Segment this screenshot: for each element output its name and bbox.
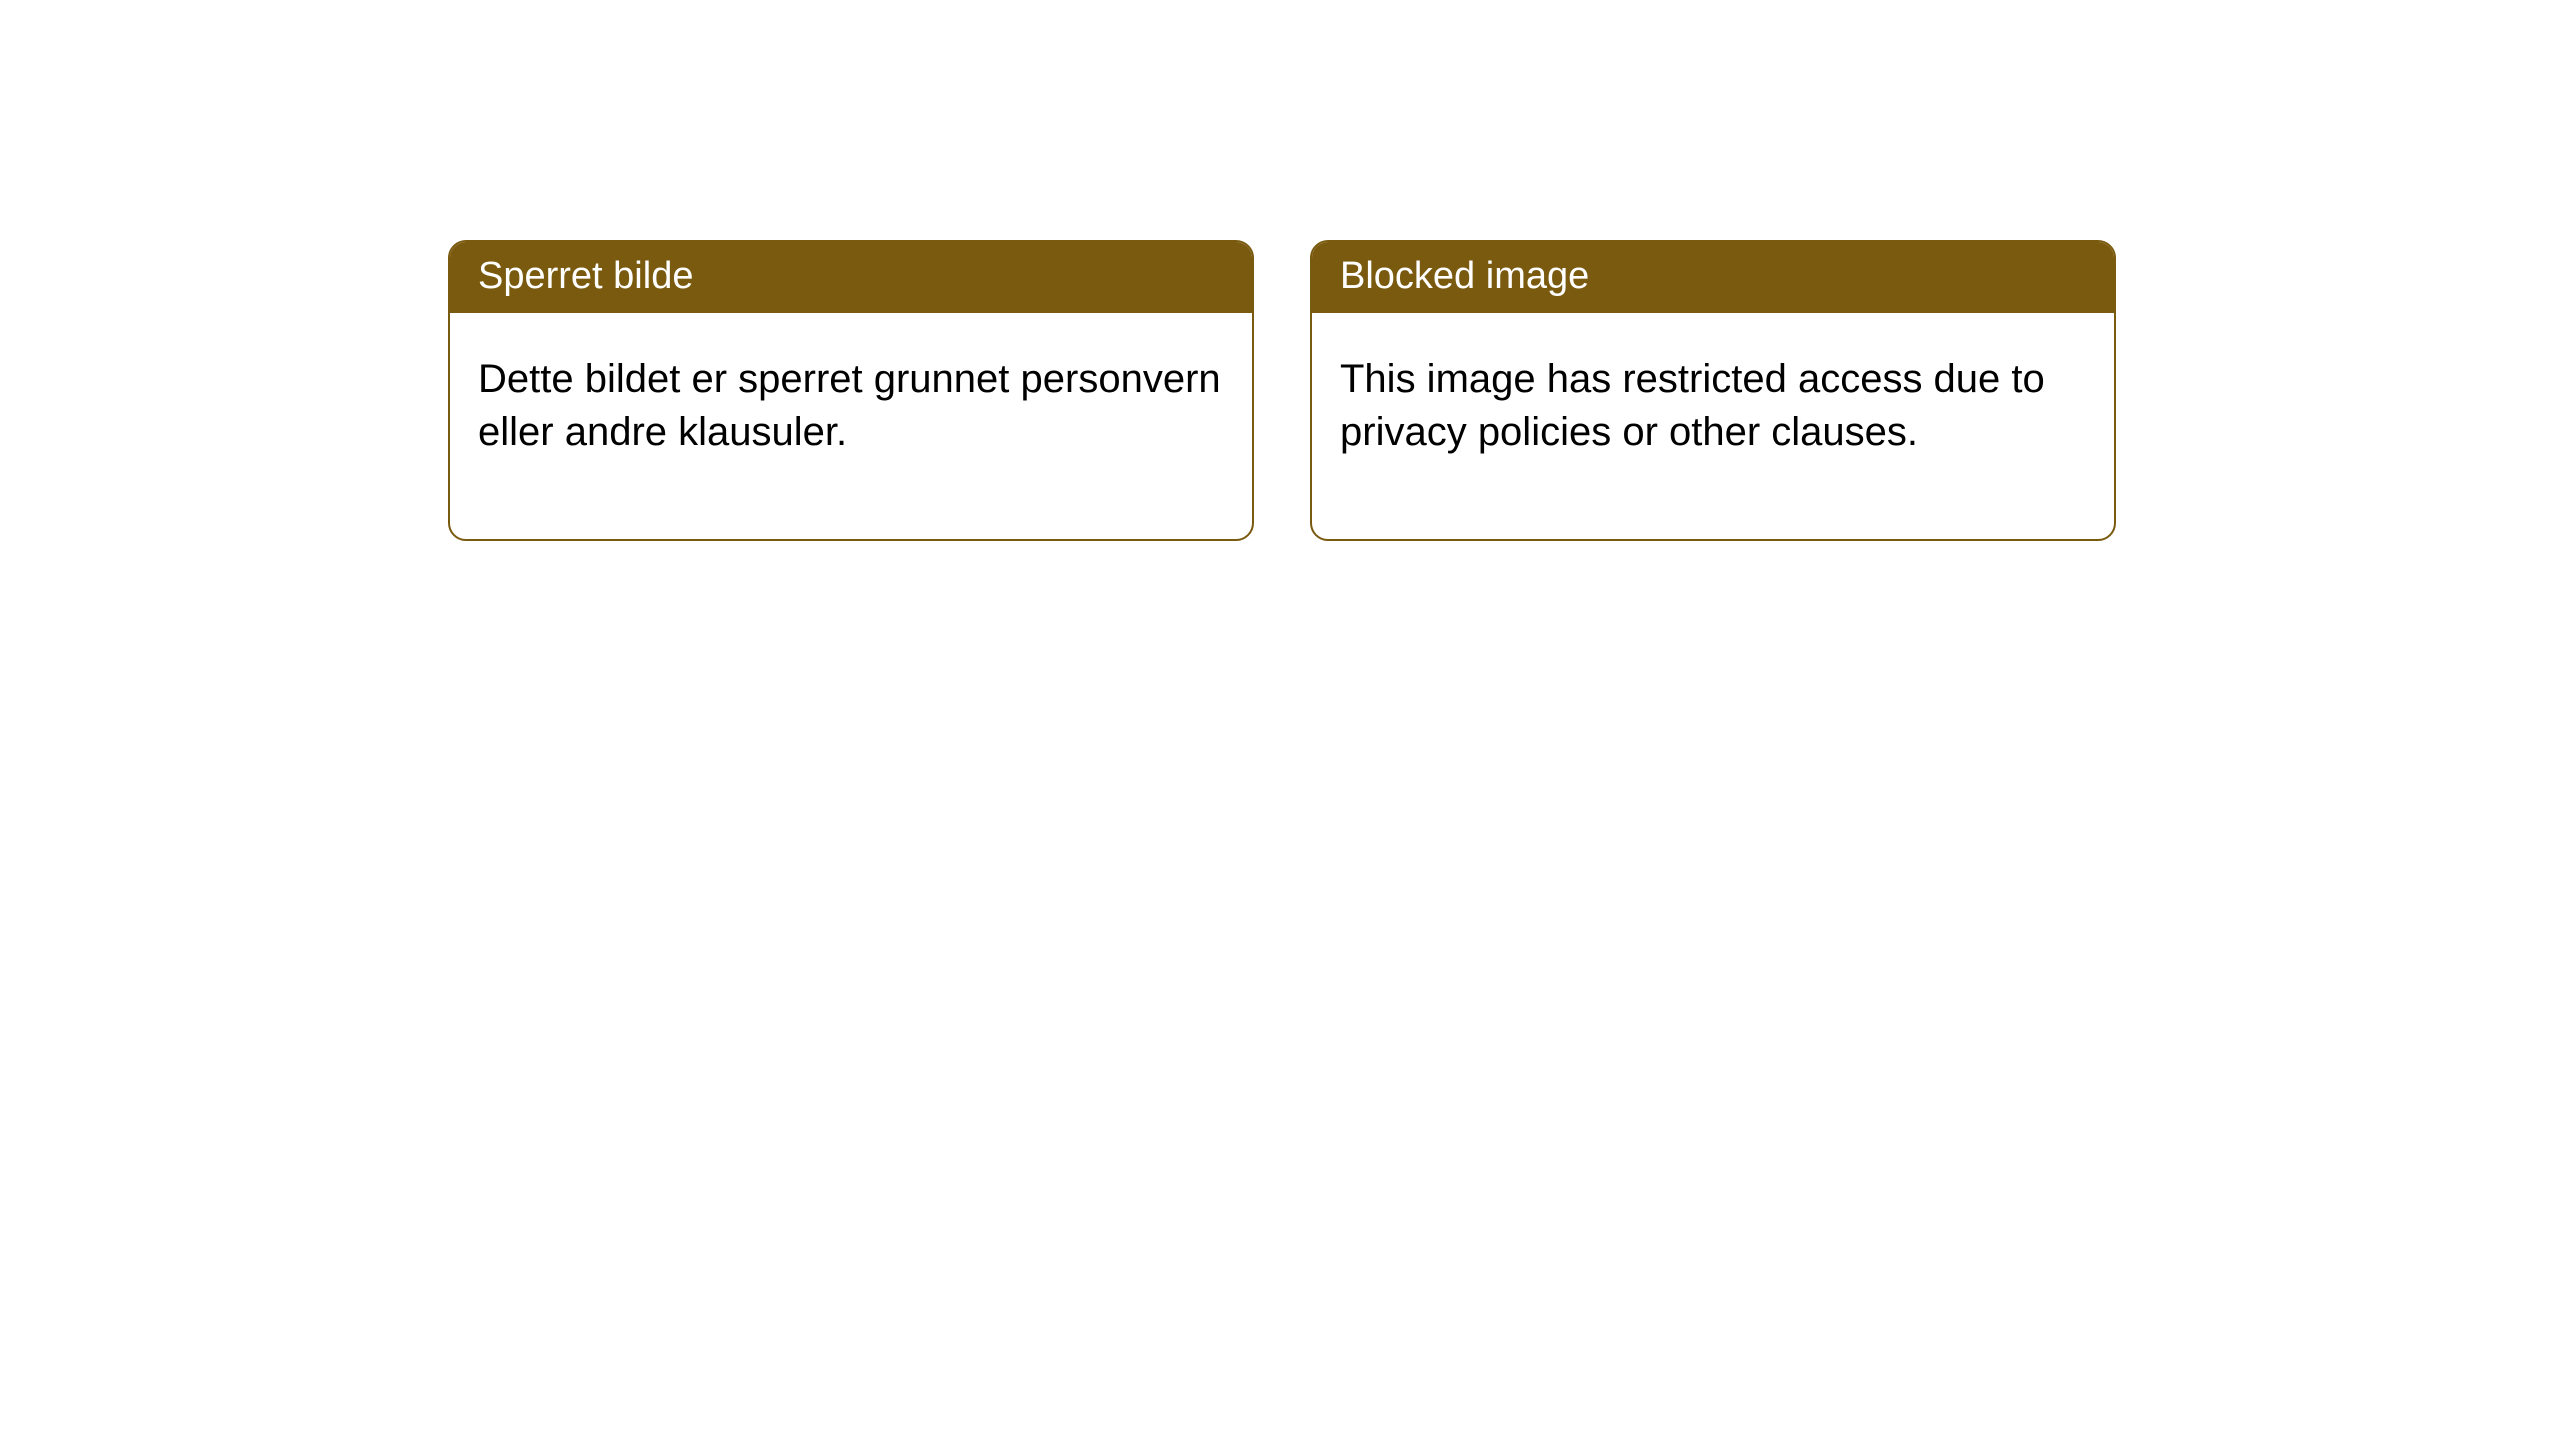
notice-card-norwegian: Sperret bilde Dette bildet er sperret gr… bbox=[448, 240, 1254, 541]
notice-header: Sperret bilde bbox=[450, 242, 1252, 313]
notice-container: Sperret bilde Dette bildet er sperret gr… bbox=[0, 0, 2560, 541]
notice-header: Blocked image bbox=[1312, 242, 2114, 313]
notice-body: This image has restricted access due to … bbox=[1312, 313, 2114, 539]
notice-body: Dette bildet er sperret grunnet personve… bbox=[450, 313, 1252, 539]
notice-card-english: Blocked image This image has restricted … bbox=[1310, 240, 2116, 541]
